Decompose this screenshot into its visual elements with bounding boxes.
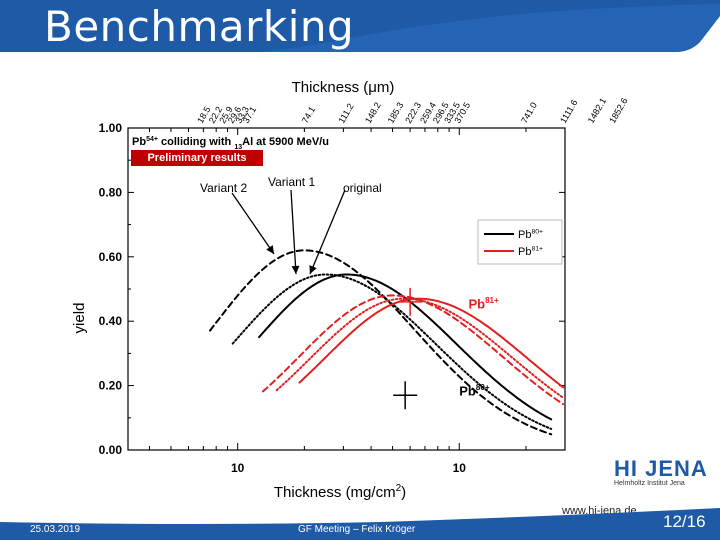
footer-event: GF Meeting – Felix Kröger [298,524,416,535]
curve-3 [209,249,553,436]
variant2-label: Variant 2 [200,181,248,195]
y-tick-label: 1.00 [99,121,123,135]
hi-jena-logo: HI JENA Helmholtz Institut Jena [614,456,708,487]
annotation-arrow-3 [309,189,346,275]
top-axis-title: Thickness (μm) [292,79,395,96]
title-band [0,0,720,52]
x-axis-title: Thickness (mg/cm2) [274,483,406,501]
variant1-label: Variant 1 [268,175,316,189]
legend: Pb80+ Pb81+ [477,219,563,265]
curve-4 [298,297,565,389]
x-tick-label: 10 [231,461,245,475]
slide-title: Benchmarking [44,2,355,51]
annotation-arrowhead-1 [266,245,274,254]
y-tick-label: 0.20 [99,379,123,393]
y-tick-label: 0.00 [99,443,123,457]
annotation-arrow-2 [290,189,297,275]
legend-entry-1: Pb80+ [518,229,543,241]
annotation-arrowhead-2 [291,265,300,274]
curve-6 [261,294,565,406]
preliminary-results-label: Preliminary results [131,150,263,166]
y-tick-label: 0.40 [99,314,123,328]
curve-label-1: Pb81+ [468,296,499,311]
top-tick-label: 1482.1 [586,96,608,125]
chart-title: Pb54+ colliding with 13Al at 5900 MeV/u [132,136,329,151]
top-tick-label: 148.2 [363,100,383,125]
y-tick-label: 0.80 [99,185,123,199]
annotation-arrowhead-3 [309,265,317,274]
top-tick-label: 1111.6 [558,98,579,125]
footer-shape [0,508,720,540]
curve-label-2: Pb80+ [459,383,490,398]
top-tick-label: 111.2 [336,102,355,125]
legend-entry-2: Pb81+ [518,246,543,258]
logo-subtext: Helmholtz Institut Jena [614,480,685,487]
curve-5 [275,297,565,399]
page-number: 12/16 [663,512,706,531]
logo-text: HI JENA [614,456,708,481]
y-tick-label: 0.60 [99,250,123,264]
annotation-arrow-1 [231,192,275,255]
footer-date: 25.03.2019 [30,524,81,535]
top-tick-label: 185.3 [386,100,406,125]
x-tick-label: 10 [453,461,467,475]
original-label: original [343,181,382,195]
y-axis-title: yield [71,303,88,334]
plot-frame [127,127,566,451]
curve-2 [231,273,553,430]
top-tick-label: 741.0 [519,100,539,125]
top-tick-label: 74.1 [300,105,317,125]
footer-band [0,508,720,540]
title-bar: Benchmarking [0,0,720,60]
legend-box [477,219,563,265]
top-tick-label: 1852.6 [607,96,629,125]
